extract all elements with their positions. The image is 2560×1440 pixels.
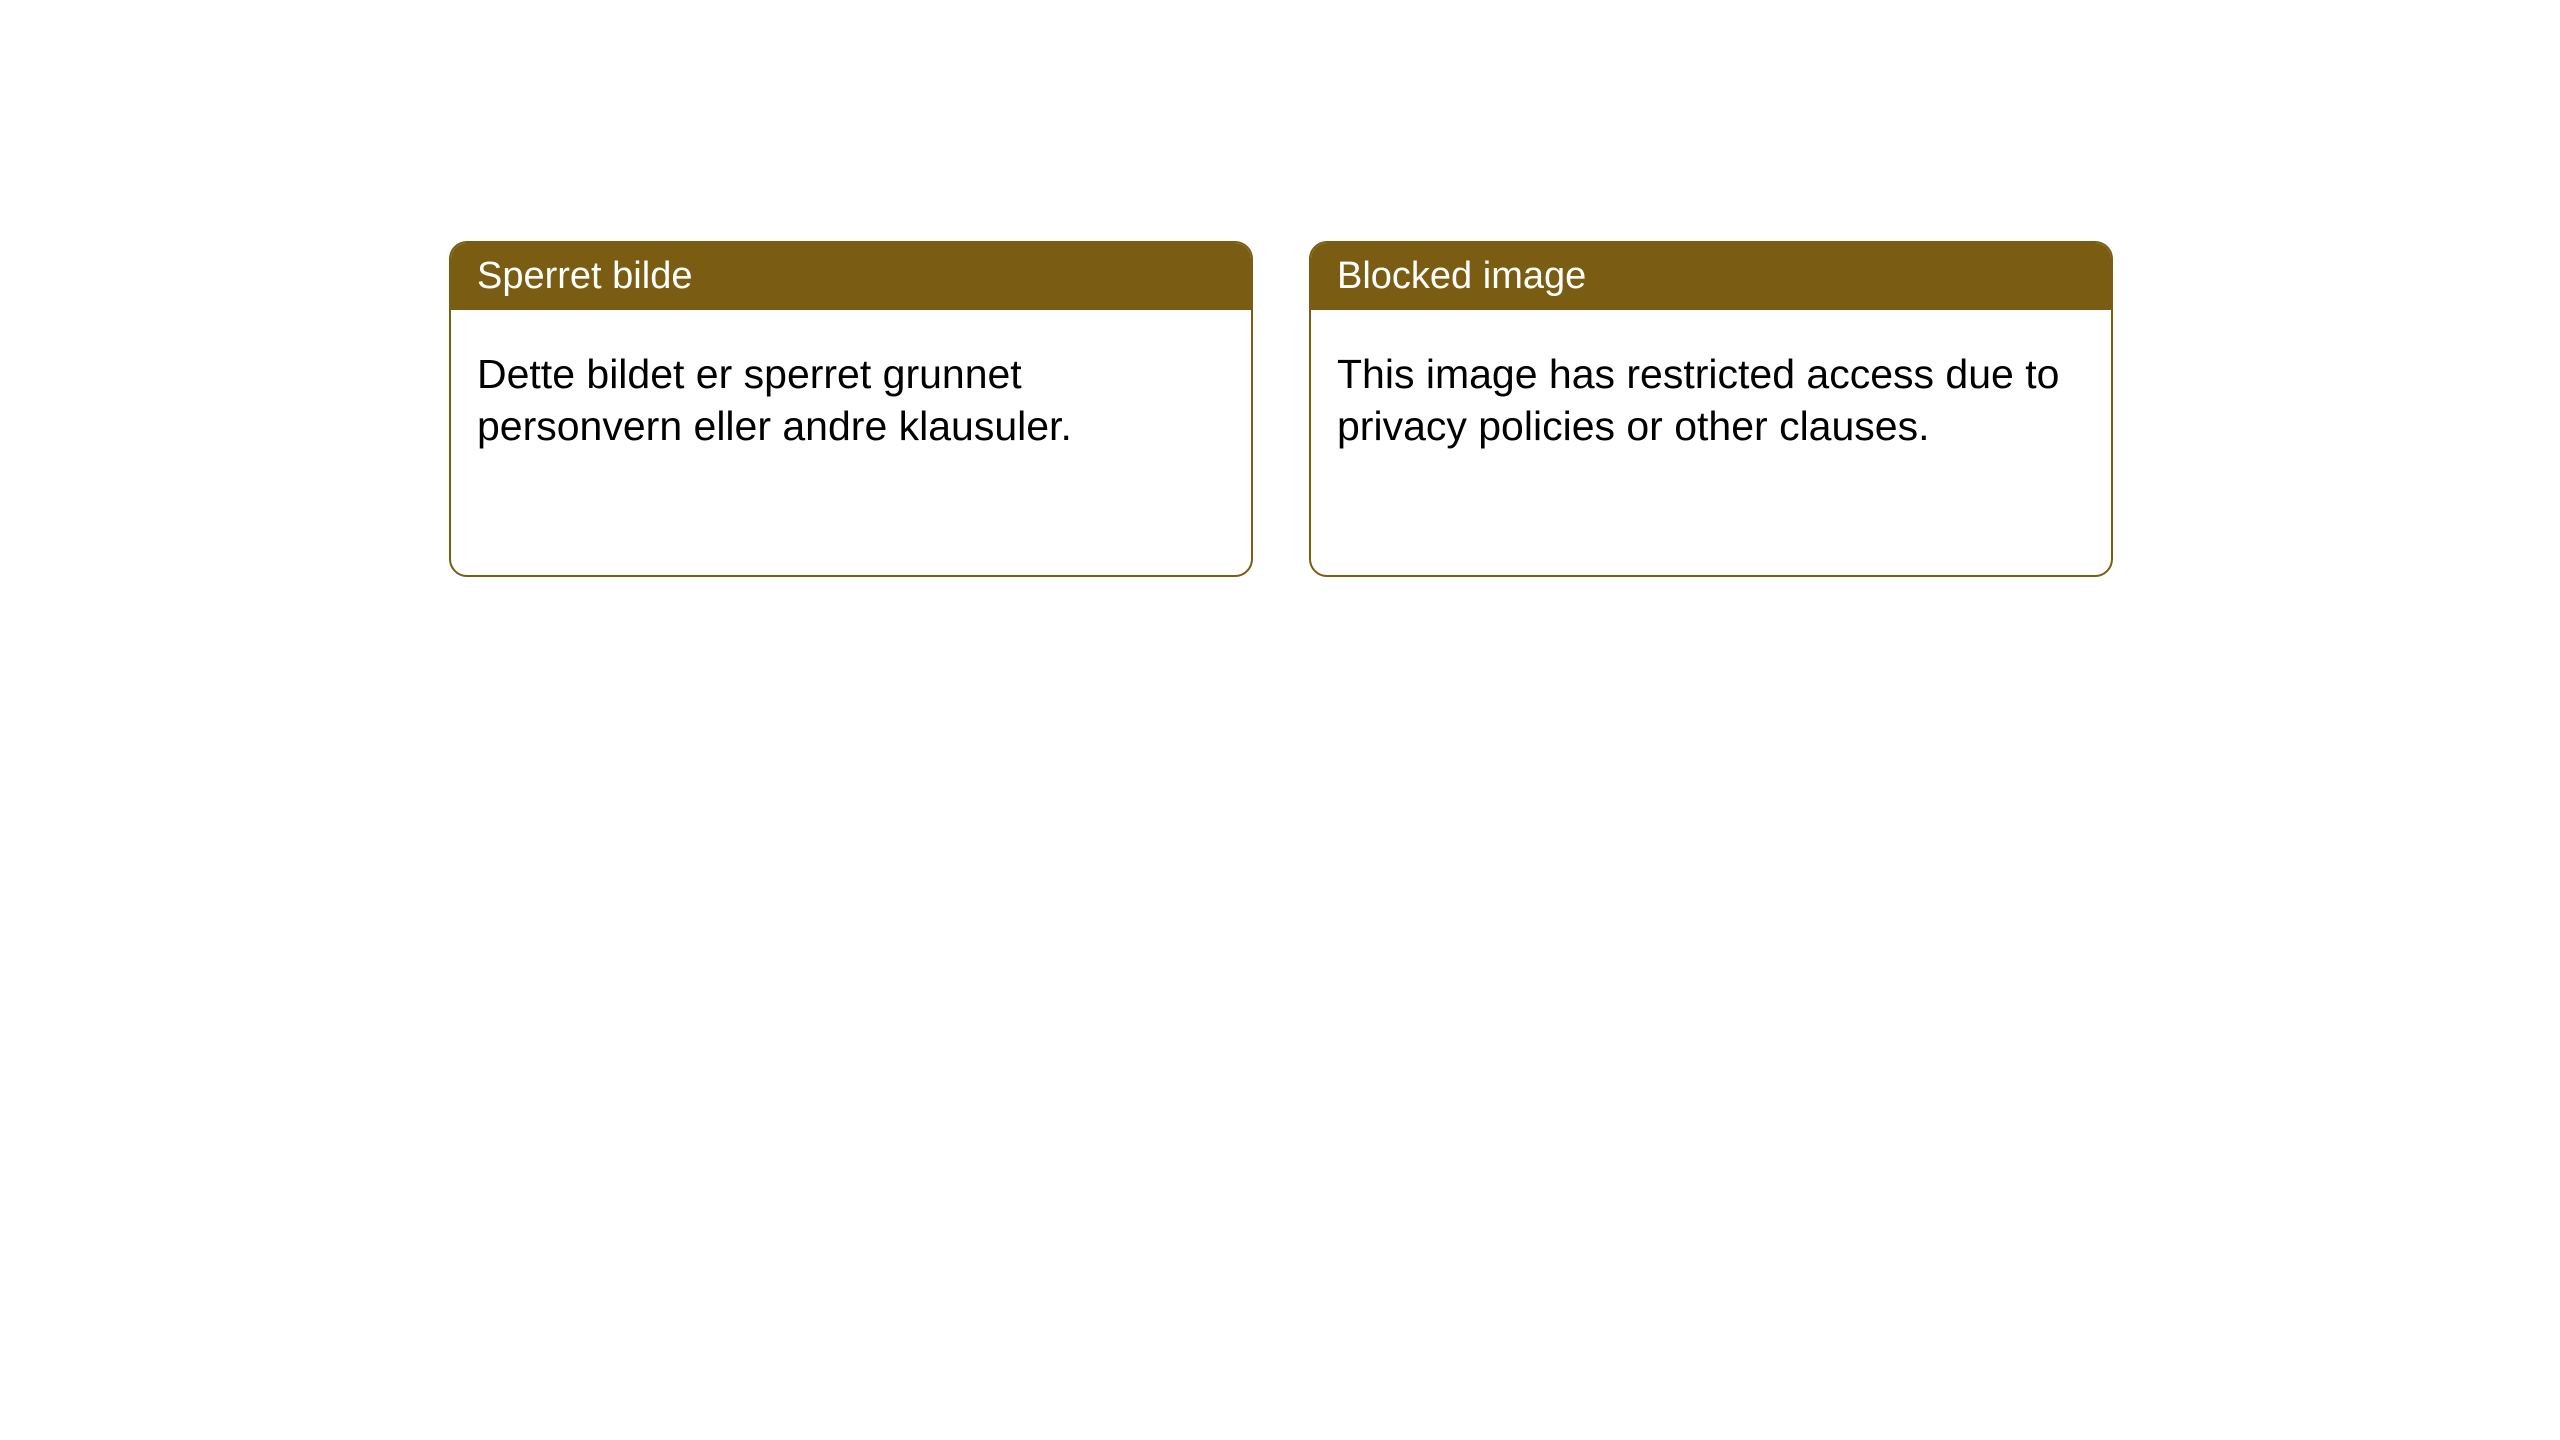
card-body: This image has restricted access due to … <box>1311 310 2111 491</box>
card-header-text: Sperret bilde <box>477 255 692 297</box>
card-body-text: This image has restricted access due to … <box>1337 351 2059 449</box>
card-body: Dette bildet er sperret grunnet personve… <box>451 310 1251 491</box>
card-header: Sperret bilde <box>451 243 1251 310</box>
notice-cards-container: Sperret bilde Dette bildet er sperret gr… <box>449 241 2113 577</box>
notice-card-norwegian: Sperret bilde Dette bildet er sperret gr… <box>449 241 1253 577</box>
notice-card-english: Blocked image This image has restricted … <box>1309 241 2113 577</box>
card-header: Blocked image <box>1311 243 2111 310</box>
card-header-text: Blocked image <box>1337 255 1586 297</box>
card-body-text: Dette bildet er sperret grunnet personve… <box>477 351 1072 449</box>
